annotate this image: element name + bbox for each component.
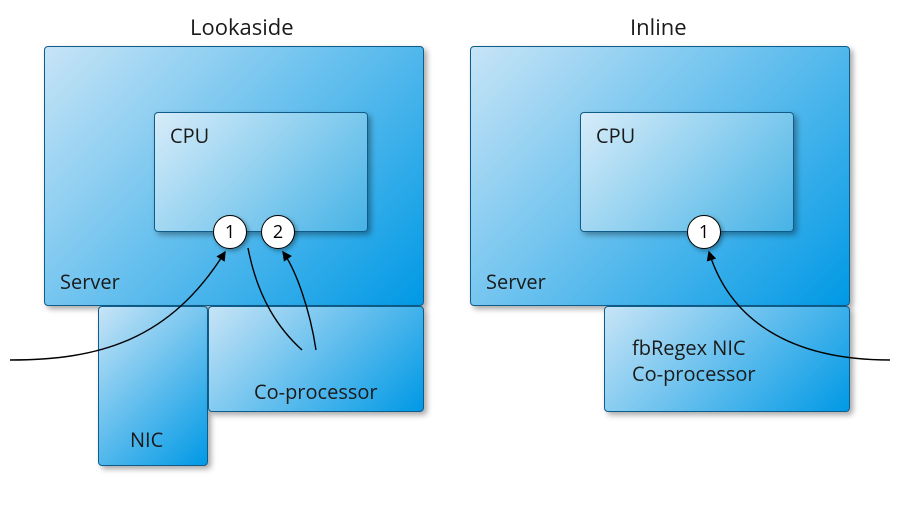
lookaside-cpu-label: CPU	[170, 122, 209, 149]
lookaside-circle-1: 1	[213, 215, 247, 249]
inline-circle-1-label: 1	[699, 220, 709, 244]
lookaside-circle-2-label: 2	[273, 220, 283, 244]
lookaside-server-label: Server	[60, 268, 120, 295]
inline-coproc-label-2: Co-processor	[632, 360, 756, 387]
lookaside-nic-label: NIC	[130, 426, 163, 453]
lookaside-coproc-label: Co-processor	[254, 378, 378, 405]
diagram-canvas: Lookaside Inline Server CPU NIC Co-proce…	[0, 0, 900, 506]
inline-coproc-label-1: fbRegex NIC	[632, 334, 746, 361]
inline-title: Inline	[630, 12, 687, 42]
lookaside-title: Lookaside	[190, 12, 294, 42]
lookaside-circle-2: 2	[261, 215, 295, 249]
lookaside-circle-1-label: 1	[225, 220, 235, 244]
inline-cpu-label: CPU	[596, 122, 635, 149]
inline-circle-1: 1	[687, 215, 721, 249]
inline-server-label: Server	[486, 268, 546, 295]
